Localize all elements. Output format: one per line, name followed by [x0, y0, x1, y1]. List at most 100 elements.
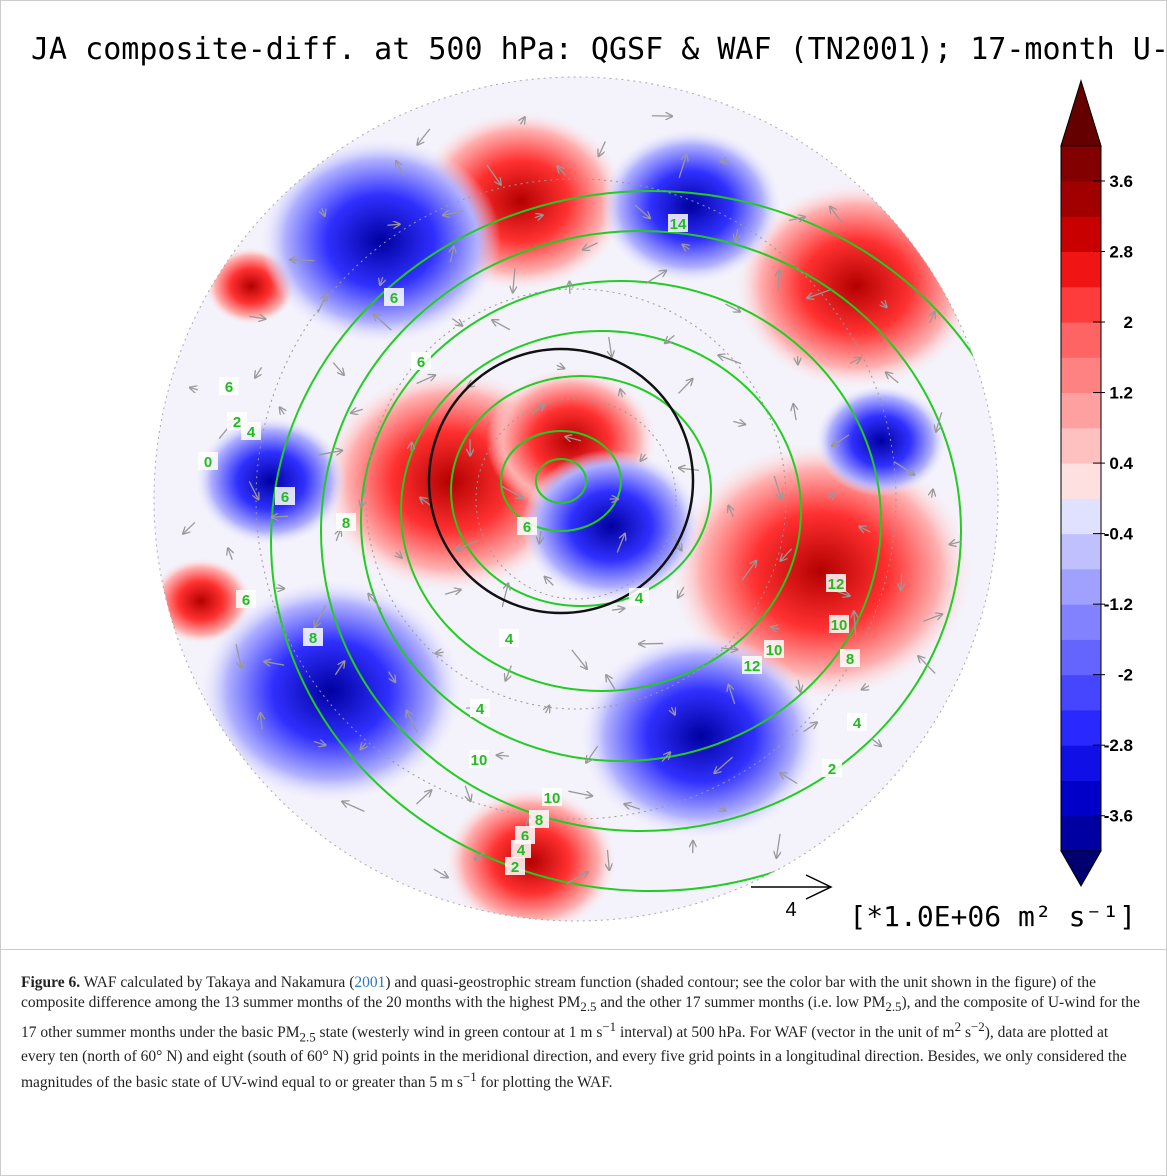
waf-vector	[803, 723, 817, 733]
figure-title: JA composite-diff. at 500 hPa: QGSF & WA…	[31, 32, 1166, 67]
contour-label: 10	[471, 752, 488, 769]
waf-vector	[625, 804, 641, 809]
colorbar-band	[1061, 639, 1101, 676]
waf-vector	[829, 493, 835, 498]
waf-vector	[235, 644, 241, 667]
contour-label: 14	[670, 216, 687, 233]
caption-text: ), data are plotted at every ten (north …	[21, 1024, 1127, 1092]
waf-vector	[665, 334, 675, 343]
wind-contour	[400, 330, 802, 692]
waf-vector	[387, 224, 399, 225]
waf-vector	[849, 358, 861, 363]
waf-vector	[506, 665, 512, 680]
waf-vector	[464, 785, 470, 801]
waf-vector	[881, 301, 886, 307]
waf-vector	[807, 289, 831, 298]
waf-vector	[719, 355, 742, 365]
colorbar-band	[1061, 463, 1101, 499]
colorbar-band	[1061, 145, 1101, 182]
waf-vector	[886, 372, 899, 384]
waf-vector	[715, 756, 734, 773]
waf-vector	[612, 608, 624, 610]
waf-vector	[558, 167, 567, 176]
contour-label: 12	[828, 576, 845, 593]
waf-vector	[860, 527, 871, 532]
contour-label: 12	[744, 658, 761, 675]
waf-vector	[361, 743, 366, 749]
caption-text: −2	[970, 1019, 985, 1035]
waf-vector	[380, 276, 383, 285]
colorbar-frame	[1060, 145, 1102, 852]
latitude-circle	[427, 347, 695, 615]
contour-label: 6	[225, 379, 233, 396]
colorbar-tick-label: 1.2	[1109, 384, 1133, 403]
contour-label: 6	[390, 290, 398, 307]
contour-label-box	[629, 588, 649, 606]
waf-vector	[832, 434, 850, 446]
stream-function-shading	[581, 634, 821, 838]
waf-vector	[443, 211, 464, 215]
waf-vector	[771, 627, 780, 629]
waf-vector	[436, 652, 444, 653]
caption-text: interval) at 500 hPa. For WAF (vector in…	[616, 1024, 955, 1042]
caption-label: Figure 6.	[21, 974, 81, 991]
waf-vector	[639, 643, 664, 644]
contour-label-box	[275, 487, 295, 505]
wind-contour	[360, 280, 882, 762]
waf-vector	[634, 204, 650, 218]
wind-contour	[500, 430, 622, 532]
caption-text: state (westerly wind in green contour at…	[315, 1024, 603, 1042]
waf-vector	[411, 443, 412, 451]
waf-vector	[671, 706, 674, 714]
polar-map	[154, 77, 998, 921]
colorbar-tick-label: 0.4	[1109, 454, 1133, 473]
contour-label: 8	[342, 515, 350, 532]
waf-vector	[645, 271, 666, 285]
waf-vector	[368, 594, 382, 610]
contour-label: 6	[242, 592, 250, 609]
contour-label-box	[511, 840, 531, 858]
caption-text: −1	[602, 1019, 617, 1035]
colorbar-band	[1061, 322, 1101, 358]
colorbar-over	[1060, 78, 1102, 147]
waf-vector	[678, 586, 684, 597]
stream-function-shading	[154, 558, 251, 644]
waf-vector	[893, 460, 914, 475]
waf-vector	[342, 802, 365, 812]
stream-function-shading	[521, 449, 701, 603]
waf-vector	[936, 412, 943, 431]
wind-contour	[450, 375, 712, 607]
colorbar-band	[1061, 286, 1101, 323]
waf-vector	[729, 685, 736, 705]
contour-label-box	[198, 452, 218, 470]
caption-text: 2.5	[299, 1029, 316, 1045]
waf-vector	[313, 742, 325, 746]
waf-vector	[599, 141, 606, 156]
contour-label: 6	[521, 828, 529, 845]
contour-label-box	[742, 656, 762, 674]
colorbar-band	[1061, 251, 1101, 288]
colorbar-tick-label: -3.6	[1104, 807, 1133, 826]
waf-vector	[264, 662, 285, 666]
wind-contour	[320, 230, 962, 832]
waf-vector	[568, 790, 592, 796]
waf-vector	[545, 577, 554, 586]
caption-text: −1	[462, 1069, 477, 1085]
waf-vector	[315, 605, 327, 626]
colorbar-band	[1061, 180, 1101, 217]
waf-vector	[501, 584, 508, 608]
contour-label-box	[219, 377, 239, 395]
contour-label-box	[847, 713, 867, 731]
contour-label: 2	[828, 761, 836, 778]
waf-vector	[901, 573, 902, 590]
waf-vector	[830, 207, 843, 224]
colorbar-band	[1061, 709, 1101, 746]
contour-label: 4	[476, 701, 485, 718]
figure: JA composite-diff. at 500 hPa: QGSF & WA…	[31, 32, 1166, 933]
contour-label-box	[822, 759, 842, 777]
waf-vector	[607, 849, 609, 870]
colorbar-under	[1060, 850, 1102, 888]
caption-text[interactable]: 2001	[354, 974, 386, 991]
contour-label: 6	[281, 489, 289, 506]
waf-vector	[290, 260, 315, 261]
